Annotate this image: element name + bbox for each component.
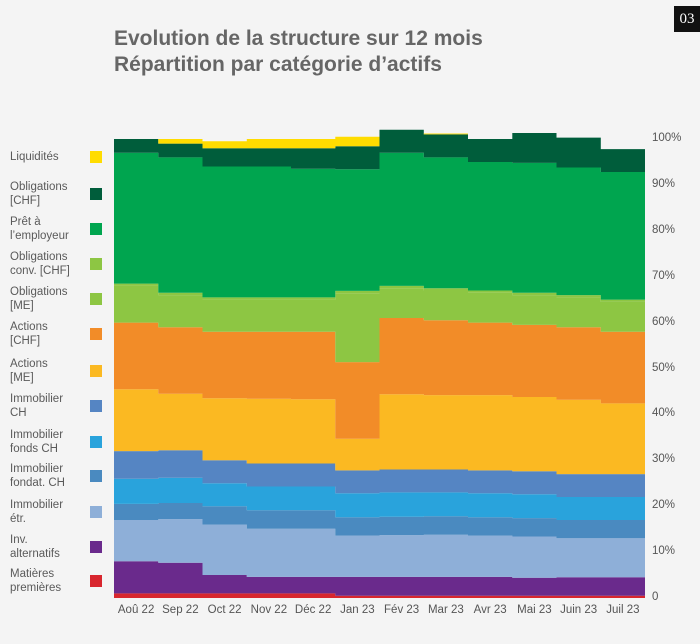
legend-label: Obligations [ME] — [10, 286, 68, 312]
legend-label: Obligations conv. [CHF] — [10, 251, 70, 277]
legend-swatch — [90, 258, 102, 270]
legend-label: Immobilier fonds CH — [10, 429, 64, 455]
area-band-3 — [114, 503, 645, 539]
area-band-12 — [114, 129, 645, 150]
x-tick-label: Sep 22 — [162, 604, 199, 616]
y-tick-label: 100% — [652, 132, 682, 144]
area-band-10 — [114, 152, 645, 300]
chart-title: Evolution de la structure sur 12 mois Ré… — [114, 26, 483, 78]
area-band-2 — [114, 519, 645, 578]
legend-label: Actions [ME] — [10, 358, 48, 384]
y-tick-label: 30% — [652, 453, 676, 466]
y-tick-label: 70% — [652, 269, 676, 282]
x-tick-label: Fév 23 — [384, 604, 420, 616]
area-band-11 — [114, 129, 645, 172]
y-tick-label: 10% — [652, 545, 676, 558]
x-tick-label: Avr 23 — [473, 604, 507, 616]
x-tick-label: Juin 23 — [560, 604, 598, 616]
y-tick-label: 60% — [652, 315, 676, 328]
legend-swatch — [90, 436, 102, 448]
legend-label: Liquidités — [10, 151, 59, 163]
x-tick-label: Mai 23 — [517, 604, 552, 616]
x-tick-label: Mar 23 — [427, 604, 464, 616]
area-band-7 — [114, 318, 645, 439]
y-tick-label: 80% — [652, 223, 676, 236]
x-tick-label: Jan 23 — [340, 604, 375, 616]
area-band-9 — [114, 283, 645, 302]
y-tick-label: 40% — [652, 407, 676, 420]
x-tick-label: Nov 22 — [250, 604, 288, 616]
legend-label: Obligations [CHF] — [10, 181, 68, 207]
legend-swatch — [90, 151, 102, 163]
x-tick-label: Juil 23 — [606, 604, 640, 616]
page-number-badge: 03 — [674, 6, 700, 32]
x-tick-label: Oct 22 — [207, 604, 242, 616]
y-tick-label: 50% — [652, 361, 676, 374]
y-tick-label: 20% — [652, 499, 676, 512]
area-band-1 — [114, 561, 645, 596]
y-tick-label: 0 — [652, 591, 659, 603]
area-band-5 — [114, 450, 645, 497]
y-tick-label: 90% — [652, 177, 676, 190]
legend-label: Matières premières — [10, 568, 62, 594]
legend-label: Prêt à l’employeur — [10, 216, 69, 242]
legend-swatch — [90, 365, 102, 377]
title-line-1: Evolution de la structure sur 12 mois — [114, 27, 483, 50]
area-band-4 — [114, 477, 645, 520]
legend: Liquidités Obligations [CHF] Prêt à l’empl… — [10, 0, 110, 644]
x-tick-label: Aoû 22 — [117, 604, 155, 616]
legend-swatch — [90, 400, 102, 412]
x-tick-label: Déc 22 — [294, 604, 332, 616]
legend-swatch — [90, 575, 102, 587]
legend-label: Immobilier fondat. CH — [10, 463, 65, 489]
legend-label: Immobilier étr. — [10, 499, 64, 525]
legend-swatch — [90, 470, 102, 482]
legend-swatch — [90, 293, 102, 305]
legend-swatch — [90, 328, 102, 340]
legend-swatch — [90, 223, 102, 235]
legend-label: Inv. alternatifs — [10, 534, 60, 560]
area-band-8 — [114, 285, 645, 363]
legend-label: Actions [CHF] — [10, 321, 48, 347]
legend-swatch — [90, 188, 102, 200]
legend-swatch — [90, 506, 102, 518]
legend-swatch — [90, 541, 102, 553]
legend-label: Immobilier CH — [10, 393, 64, 419]
title-line-2: Répartition par catégorie d’actifs — [114, 53, 442, 76]
